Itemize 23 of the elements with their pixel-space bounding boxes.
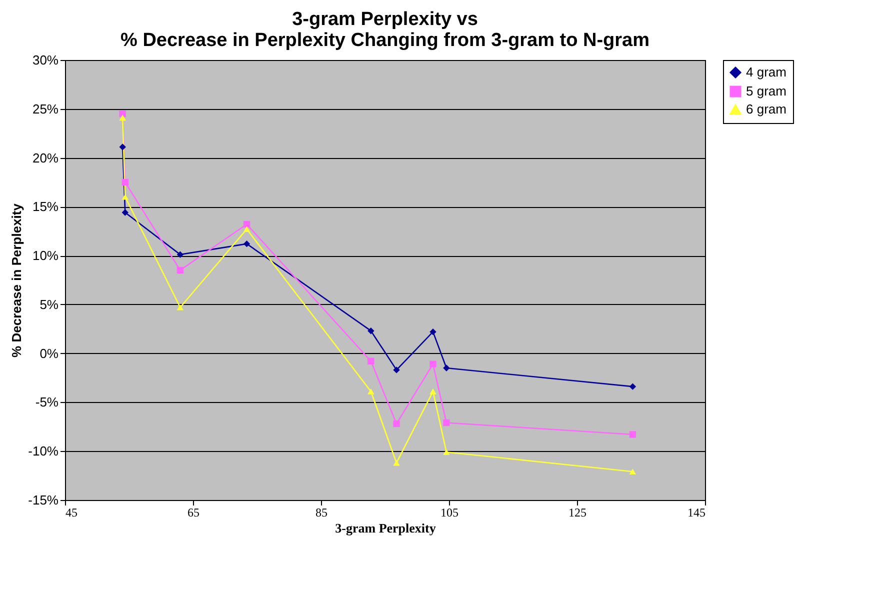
legend-label: 5 gram xyxy=(746,84,786,98)
text: % Decrease in Perplexity Changing from 3-gram to N-gram xyxy=(120,30,650,51)
x-tick-label: 145 xyxy=(688,506,706,520)
y-tick-label: 30% xyxy=(32,52,59,68)
y-tick-label: -10% xyxy=(28,444,59,459)
text: 3-gram Perplexity vs xyxy=(292,9,478,30)
y-tick-label: 5% xyxy=(40,296,59,312)
x-tick-label: 125 xyxy=(568,506,586,520)
x-tick-label: 65 xyxy=(188,506,200,520)
y-tick-label: -15% xyxy=(28,492,59,508)
x-tick-label: 105 xyxy=(440,506,458,520)
y-tick-label: 10% xyxy=(32,248,59,264)
y-axis-title: % Decrease in Perplexity xyxy=(9,202,24,358)
y-tick-label: 25% xyxy=(32,101,59,116)
y-tick-label: 0% xyxy=(40,346,59,361)
x-tick-label: 85 xyxy=(316,506,328,520)
x-tick-label: 45 xyxy=(66,506,78,520)
legend-label: 6 gram xyxy=(746,102,786,116)
x-axis-title: 3-gram Perplexity xyxy=(335,520,436,536)
y-tick-label: -5% xyxy=(35,394,59,410)
legend-label: 4 gram xyxy=(746,64,786,80)
y-tick-label: 20% xyxy=(32,150,59,166)
y-tick-label: 15% xyxy=(32,199,59,214)
